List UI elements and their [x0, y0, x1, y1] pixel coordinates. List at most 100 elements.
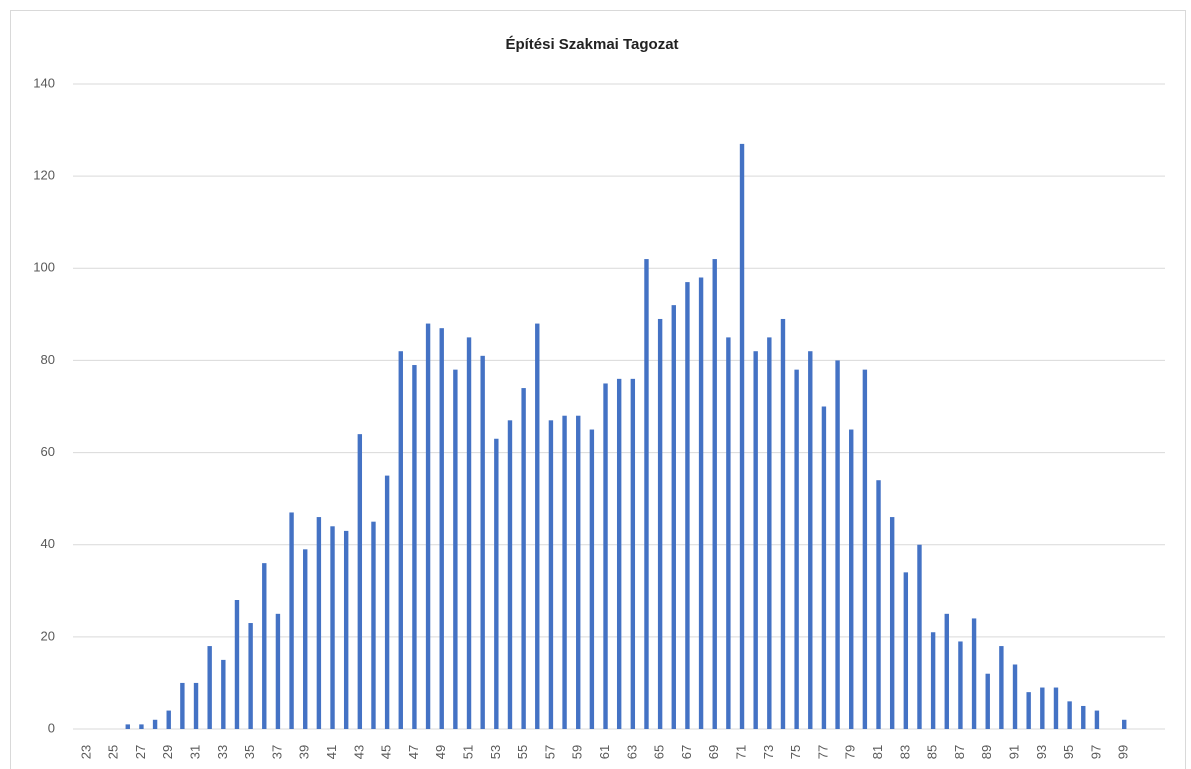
y-tick-label: 60 [41, 444, 55, 459]
bar [207, 646, 212, 729]
bar [685, 282, 690, 729]
bar [603, 383, 608, 729]
bar [889, 517, 895, 729]
x-tick-label: 89 [979, 745, 994, 759]
bar [480, 355, 485, 729]
x-tick-label: 75 [788, 745, 803, 759]
bar [876, 480, 881, 729]
x-tick-label: 93 [1034, 745, 1049, 759]
bar [1081, 705, 1086, 729]
x-tick-label: 47 [406, 745, 421, 759]
bar [808, 351, 813, 729]
x-tick-label: 59 [570, 745, 585, 759]
bar [1040, 687, 1045, 729]
bar [944, 613, 949, 729]
x-tick-label: 67 [679, 745, 694, 759]
bar [657, 318, 663, 729]
x-tick-label: 77 [815, 745, 830, 759]
x-tick-label: 85 [925, 745, 940, 759]
x-tick-label: 91 [1006, 745, 1021, 759]
bar [576, 415, 581, 729]
y-tick-label: 80 [41, 352, 55, 367]
y-tick-label: 0 [48, 720, 55, 735]
bar [193, 682, 199, 729]
x-tick-label: 43 [351, 745, 366, 759]
x-tick-label: 53 [488, 745, 503, 759]
y-tick-label: 120 [33, 168, 55, 183]
chart-title: Építési Szakmai Tagozat [505, 36, 678, 53]
bar [630, 378, 636, 729]
bar [862, 369, 868, 729]
bar [453, 369, 458, 729]
x-tick-label: 45 [379, 745, 394, 759]
bar [466, 337, 472, 729]
bar [671, 305, 676, 729]
x-tick-label: 41 [324, 745, 339, 759]
bar [644, 259, 649, 729]
bar [234, 600, 240, 729]
bar [384, 475, 390, 729]
bar [535, 323, 540, 729]
bar [494, 438, 499, 729]
bar [739, 143, 745, 730]
bar [1026, 692, 1031, 729]
x-tick-label: 51 [460, 745, 475, 759]
x-tick-label: 83 [897, 745, 912, 759]
bar [562, 415, 567, 729]
bar [726, 337, 731, 729]
bar [343, 530, 349, 729]
x-tick-label: 37 [269, 745, 284, 759]
bar [412, 365, 417, 729]
bar [357, 434, 363, 729]
y-tick-label: 20 [41, 628, 55, 643]
bar [835, 360, 840, 729]
x-tick-label: 39 [297, 745, 312, 759]
x-tick-label: 25 [106, 745, 121, 759]
bar [125, 724, 130, 729]
x-tick-label: 69 [706, 745, 721, 759]
bar [289, 512, 294, 729]
bar [1012, 664, 1018, 729]
x-tick-label: 71 [733, 745, 748, 759]
bar [903, 572, 909, 729]
bar [439, 328, 444, 729]
x-tick-label: 55 [515, 745, 530, 759]
bar [780, 318, 786, 729]
y-tick-label: 40 [41, 536, 55, 551]
bar [507, 420, 513, 729]
x-tick-label: 95 [1061, 745, 1076, 759]
bar [958, 641, 963, 729]
bar [999, 646, 1004, 729]
bar [152, 719, 158, 729]
x-tick-label: 23 [78, 745, 93, 759]
bar [698, 277, 704, 729]
bar [1094, 710, 1100, 729]
x-tick-label: 57 [542, 745, 557, 759]
x-tick-label: 29 [160, 745, 175, 759]
bar [221, 659, 226, 729]
x-tick-label: 27 [133, 745, 148, 759]
bar [548, 420, 554, 729]
bar [712, 259, 717, 729]
bar [262, 563, 267, 729]
x-tick-label: 33 [215, 745, 230, 759]
bar [616, 378, 622, 729]
x-tick-label: 97 [1088, 745, 1103, 759]
x-tick-label: 35 [242, 745, 257, 759]
bar [248, 623, 253, 729]
bar [180, 682, 185, 729]
bar [794, 369, 799, 729]
bar [849, 429, 854, 729]
x-tick-label: 81 [870, 745, 885, 759]
bar [917, 544, 922, 729]
bar [371, 521, 376, 729]
bar [316, 517, 322, 729]
bar [166, 710, 171, 729]
bar [753, 351, 758, 729]
chart-frame [10, 10, 1186, 769]
x-tick-label: 87 [952, 745, 967, 759]
bar [521, 388, 526, 729]
bar [1122, 719, 1127, 729]
bar [330, 526, 335, 729]
x-tick-label: 99 [1116, 745, 1131, 759]
